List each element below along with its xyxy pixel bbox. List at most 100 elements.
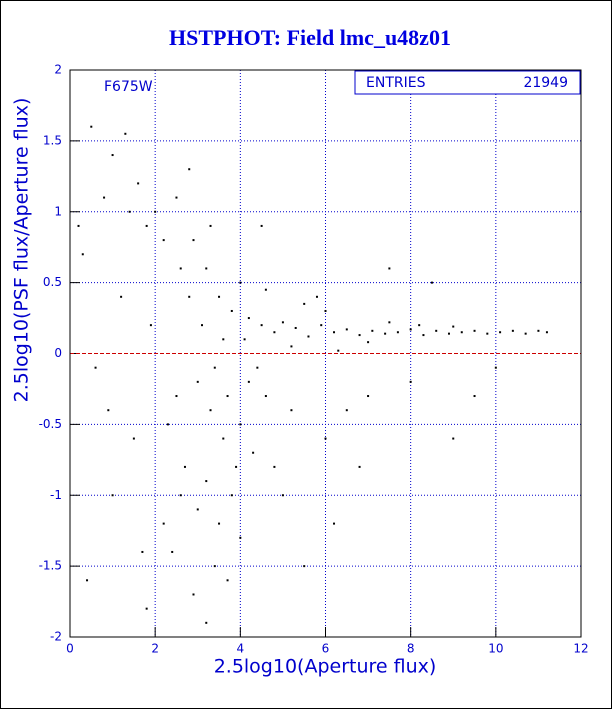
point (418, 324, 421, 327)
y-tick-label: -1 (50, 488, 62, 502)
point (537, 329, 540, 332)
point (303, 565, 306, 568)
point (447, 332, 450, 335)
stats-label: ENTRIES (366, 75, 426, 91)
point (358, 465, 361, 468)
point (324, 309, 327, 312)
point (201, 324, 204, 327)
point (290, 345, 293, 348)
point (473, 329, 476, 332)
y-tick-label: -1.5 (39, 559, 62, 573)
point (196, 508, 199, 511)
point (192, 239, 195, 242)
point (388, 321, 391, 324)
point (179, 494, 182, 497)
point (239, 423, 242, 426)
point (218, 522, 221, 525)
point (205, 480, 208, 483)
point (409, 380, 412, 383)
point (367, 341, 370, 344)
point (452, 325, 455, 328)
point (171, 550, 174, 553)
point (149, 324, 152, 327)
point (422, 334, 425, 337)
point (337, 349, 340, 352)
point (545, 331, 548, 334)
x-tick-label: 8 (407, 642, 415, 656)
y-tick-label: 0.5 (43, 275, 62, 289)
point (345, 409, 348, 412)
filter-annotation: F675W (104, 79, 153, 95)
point (166, 423, 169, 426)
point (132, 437, 135, 440)
point (367, 395, 370, 398)
point (384, 332, 387, 335)
point (230, 494, 233, 497)
point (111, 154, 114, 157)
point (175, 196, 178, 199)
point (107, 409, 110, 412)
point (252, 451, 255, 454)
point (239, 536, 242, 539)
point (307, 335, 310, 338)
point (524, 332, 527, 335)
point (77, 224, 80, 227)
point (511, 329, 514, 332)
stats-value: 21949 (523, 75, 568, 91)
point (239, 281, 242, 284)
point (226, 395, 229, 398)
point (499, 331, 502, 334)
chart-title: HSTPHOT: Field lmc_u48z01 (169, 25, 451, 50)
point (162, 522, 165, 525)
y-tick-label: -2 (50, 630, 62, 644)
point (281, 321, 284, 324)
point (179, 267, 182, 270)
y-tick-label: -0.5 (39, 417, 62, 431)
point (205, 621, 208, 624)
point (333, 522, 336, 525)
point (264, 288, 267, 291)
point (86, 579, 89, 582)
point (145, 607, 148, 610)
point (290, 409, 293, 412)
point (435, 329, 438, 332)
plot-frame (69, 69, 582, 638)
point (486, 332, 489, 335)
point (188, 295, 191, 298)
point (345, 328, 348, 331)
point (320, 324, 323, 327)
point (409, 328, 412, 331)
point (460, 331, 463, 334)
point (188, 168, 191, 171)
point (260, 224, 263, 227)
point (137, 182, 140, 185)
point (81, 253, 84, 256)
point (213, 366, 216, 369)
point (473, 395, 476, 398)
point (196, 380, 199, 383)
point (103, 196, 106, 199)
point (281, 494, 284, 497)
y-tick-label: 2 (54, 63, 62, 77)
point (264, 395, 267, 398)
y-tick-label: 1 (54, 204, 62, 218)
point (205, 267, 208, 270)
point (273, 465, 276, 468)
point (124, 132, 127, 135)
point (230, 309, 233, 312)
x-tick-label: 0 (66, 642, 74, 656)
point (315, 295, 318, 298)
point (94, 366, 97, 369)
point (247, 380, 250, 383)
point (120, 295, 123, 298)
point (209, 224, 212, 227)
point (371, 329, 374, 332)
point (192, 593, 195, 596)
x-tick-label: 4 (237, 642, 245, 656)
point (452, 437, 455, 440)
point (273, 331, 276, 334)
point (175, 395, 178, 398)
point (141, 550, 144, 553)
x-axis-label: 2.5log10(Aperture flux) (214, 656, 437, 678)
point (183, 465, 186, 468)
